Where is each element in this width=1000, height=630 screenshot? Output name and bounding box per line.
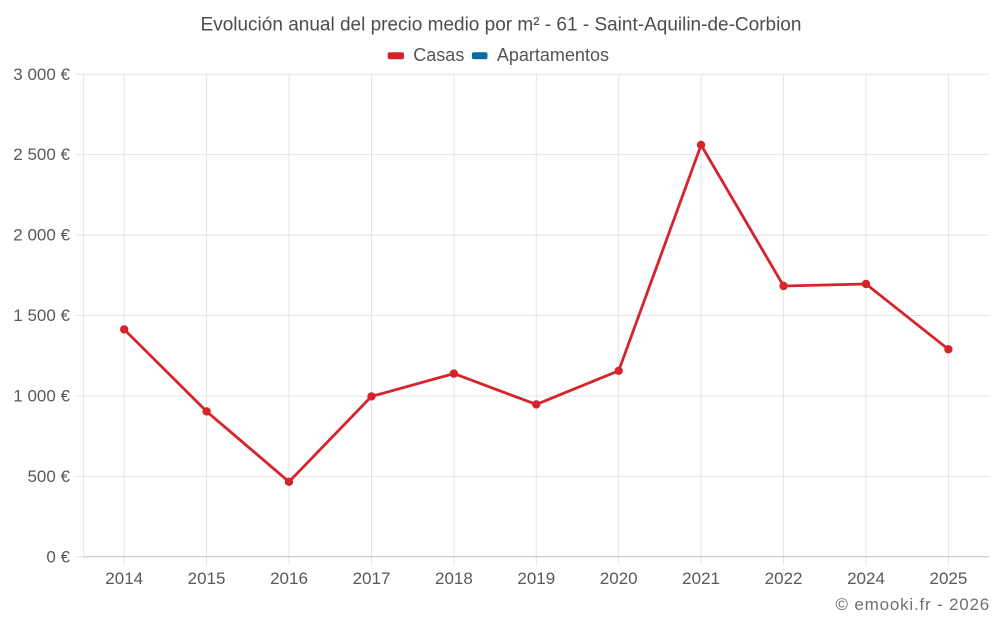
svg-text:2017: 2017 [353, 569, 391, 588]
svg-text:3 000 €: 3 000 € [13, 65, 70, 84]
svg-text:2025: 2025 [929, 569, 967, 588]
svg-text:1 500 €: 1 500 € [13, 306, 70, 325]
svg-text:2014: 2014 [105, 569, 143, 588]
svg-text:© emooki.fr - 2026: © emooki.fr - 2026 [836, 595, 990, 614]
svg-text:2020: 2020 [600, 569, 638, 588]
svg-text:Evolución anual del precio med: Evolución anual del precio medio por m² … [201, 15, 802, 36]
svg-text:2018: 2018 [435, 569, 473, 588]
svg-text:2019: 2019 [517, 569, 555, 588]
svg-text:2016: 2016 [270, 569, 308, 588]
svg-text:2 500 €: 2 500 € [13, 145, 70, 164]
svg-text:0 €: 0 € [46, 547, 70, 566]
svg-text:1 000 €: 1 000 € [13, 387, 70, 406]
svg-text:Apartamentos: Apartamentos [497, 45, 609, 65]
svg-text:2 000 €: 2 000 € [13, 226, 70, 245]
svg-text:2024: 2024 [847, 569, 885, 588]
svg-text:2015: 2015 [188, 569, 226, 588]
svg-text:500 €: 500 € [27, 467, 70, 486]
svg-text:2021: 2021 [682, 569, 720, 588]
svg-text:Casas: Casas [413, 45, 464, 65]
svg-text:2022: 2022 [765, 569, 803, 588]
